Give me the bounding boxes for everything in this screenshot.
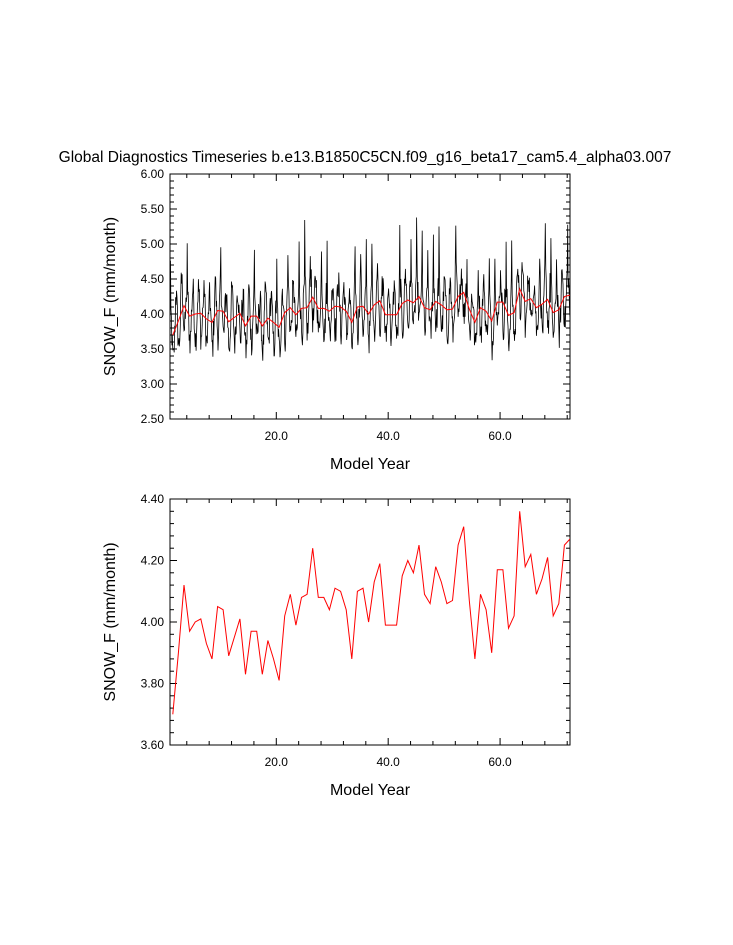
x-tick-label: 20.0 xyxy=(265,755,289,769)
y-tick-label: 3.60 xyxy=(141,738,165,752)
y-tick-label: 4.40 xyxy=(141,492,165,506)
y-tick-label: 4.00 xyxy=(141,307,165,321)
bottom-panel-annual: 3.60 3.80 4.00 4.20 4.40 20.0 40.0 60.0 Model Ye… xyxy=(102,492,571,799)
x-tick-label: 20.0 xyxy=(265,429,289,443)
y-tick-label: 5.00 xyxy=(141,237,165,251)
x-tick-label: 60.0 xyxy=(488,755,512,769)
y-axis-label: SNOW_F (mm/month) xyxy=(102,542,119,701)
annual-series-line xyxy=(172,287,570,336)
x-axis-label: Model Year xyxy=(330,456,411,473)
y-tick-label: 4.20 xyxy=(141,554,165,568)
x-tick-label: 40.0 xyxy=(377,429,401,443)
chart-title: Global Diagnostics Timeseries b.e13.B185… xyxy=(59,149,672,166)
y-tick-label: 4.50 xyxy=(141,272,165,286)
plot-frame xyxy=(169,173,571,420)
plot-frame xyxy=(169,498,571,746)
x-axis-label: Model Year xyxy=(330,782,411,799)
y-tick-label: 3.80 xyxy=(141,677,165,691)
y-tick-label: 3.50 xyxy=(141,342,165,356)
y-axis-label: SNOW_F (mm/month) xyxy=(102,217,119,376)
monthly-series-line xyxy=(170,217,570,361)
y-tick-label: 6.00 xyxy=(141,167,165,181)
top-panel-monthly: 2.50 3.00 3.50 4.00 4.50 5.00 5.50 6.00 20.0 40.0… xyxy=(102,167,571,473)
y-tick-label: 2.50 xyxy=(141,412,165,426)
y-tick-label: 5.50 xyxy=(141,202,165,216)
y-tick-label: 4.00 xyxy=(141,615,165,629)
x-tick-label: 40.0 xyxy=(377,755,401,769)
annual-series-line xyxy=(172,511,570,715)
y-tick-label: 3.00 xyxy=(141,377,165,391)
x-tick-label: 60.0 xyxy=(488,429,512,443)
